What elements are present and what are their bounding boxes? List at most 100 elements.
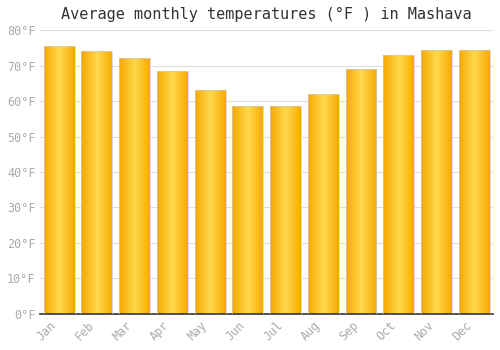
Bar bbox=[223, 90, 224, 314]
Bar bbox=[98, 51, 100, 314]
Bar bbox=[475, 50, 476, 314]
Bar bbox=[163, 71, 164, 314]
Bar bbox=[69, 46, 70, 314]
Bar bbox=[70, 46, 71, 314]
Bar bbox=[404, 55, 405, 314]
Bar bbox=[103, 51, 104, 314]
Bar bbox=[357, 69, 358, 314]
Bar bbox=[409, 55, 410, 314]
Bar bbox=[45, 46, 46, 314]
Bar bbox=[316, 94, 317, 314]
Bar bbox=[221, 90, 222, 314]
Bar bbox=[96, 51, 97, 314]
Bar bbox=[67, 46, 68, 314]
Bar bbox=[328, 94, 330, 314]
Bar bbox=[277, 106, 278, 314]
Bar bbox=[402, 55, 404, 314]
Bar bbox=[93, 51, 94, 314]
Bar bbox=[270, 106, 271, 314]
Bar bbox=[435, 50, 436, 314]
Bar bbox=[99, 51, 100, 314]
Bar bbox=[444, 50, 445, 314]
Bar bbox=[294, 106, 295, 314]
Bar bbox=[238, 106, 240, 314]
Bar bbox=[391, 55, 392, 314]
Bar bbox=[83, 51, 84, 314]
Bar bbox=[312, 94, 314, 314]
Bar bbox=[160, 71, 161, 314]
Bar bbox=[131, 58, 132, 314]
Bar bbox=[119, 58, 120, 314]
Bar bbox=[327, 94, 328, 314]
Bar bbox=[232, 106, 264, 314]
Bar bbox=[166, 71, 167, 314]
Bar bbox=[52, 46, 53, 314]
Bar bbox=[57, 46, 58, 314]
Bar bbox=[178, 71, 180, 314]
Bar bbox=[439, 50, 440, 314]
Bar bbox=[466, 50, 468, 314]
Bar bbox=[358, 69, 360, 314]
Bar bbox=[106, 51, 107, 314]
Bar bbox=[202, 90, 203, 314]
Bar bbox=[361, 69, 362, 314]
Bar bbox=[94, 51, 96, 314]
Bar bbox=[406, 55, 408, 314]
Bar bbox=[478, 50, 479, 314]
Bar bbox=[44, 46, 74, 314]
Bar bbox=[88, 51, 89, 314]
Bar bbox=[253, 106, 254, 314]
Bar bbox=[134, 58, 136, 314]
Bar bbox=[276, 106, 277, 314]
Bar bbox=[161, 71, 162, 314]
Bar bbox=[272, 106, 273, 314]
Bar bbox=[470, 50, 471, 314]
Bar bbox=[437, 50, 438, 314]
Bar bbox=[464, 50, 465, 314]
Bar bbox=[251, 106, 252, 314]
Bar bbox=[256, 106, 257, 314]
Bar bbox=[168, 71, 170, 314]
Bar bbox=[217, 90, 218, 314]
Bar bbox=[206, 90, 207, 314]
Bar bbox=[243, 106, 244, 314]
Bar bbox=[82, 51, 83, 314]
Bar bbox=[320, 94, 321, 314]
Bar bbox=[132, 58, 133, 314]
Bar bbox=[234, 106, 236, 314]
Bar bbox=[241, 106, 242, 314]
Bar bbox=[250, 106, 251, 314]
Bar bbox=[87, 51, 88, 314]
Bar bbox=[297, 106, 298, 314]
Bar bbox=[356, 69, 357, 314]
Bar bbox=[325, 94, 326, 314]
Bar bbox=[170, 71, 171, 314]
Bar bbox=[438, 50, 439, 314]
Bar bbox=[317, 94, 318, 314]
Bar bbox=[53, 46, 54, 314]
Bar bbox=[107, 51, 108, 314]
Bar bbox=[236, 106, 237, 314]
Bar bbox=[172, 71, 173, 314]
Bar bbox=[122, 58, 123, 314]
Bar bbox=[465, 50, 466, 314]
Bar bbox=[66, 46, 67, 314]
Bar bbox=[174, 71, 176, 314]
Bar bbox=[104, 51, 106, 314]
Bar bbox=[479, 50, 480, 314]
Bar bbox=[138, 58, 140, 314]
Bar bbox=[270, 106, 301, 314]
Bar bbox=[462, 50, 464, 314]
Bar bbox=[225, 90, 226, 314]
Bar bbox=[397, 55, 398, 314]
Bar bbox=[247, 106, 248, 314]
Bar bbox=[164, 71, 166, 314]
Bar bbox=[214, 90, 215, 314]
Bar bbox=[398, 55, 399, 314]
Bar bbox=[368, 69, 370, 314]
Bar bbox=[427, 50, 428, 314]
Bar bbox=[183, 71, 184, 314]
Bar bbox=[471, 50, 472, 314]
Bar bbox=[430, 50, 431, 314]
Bar bbox=[313, 94, 314, 314]
